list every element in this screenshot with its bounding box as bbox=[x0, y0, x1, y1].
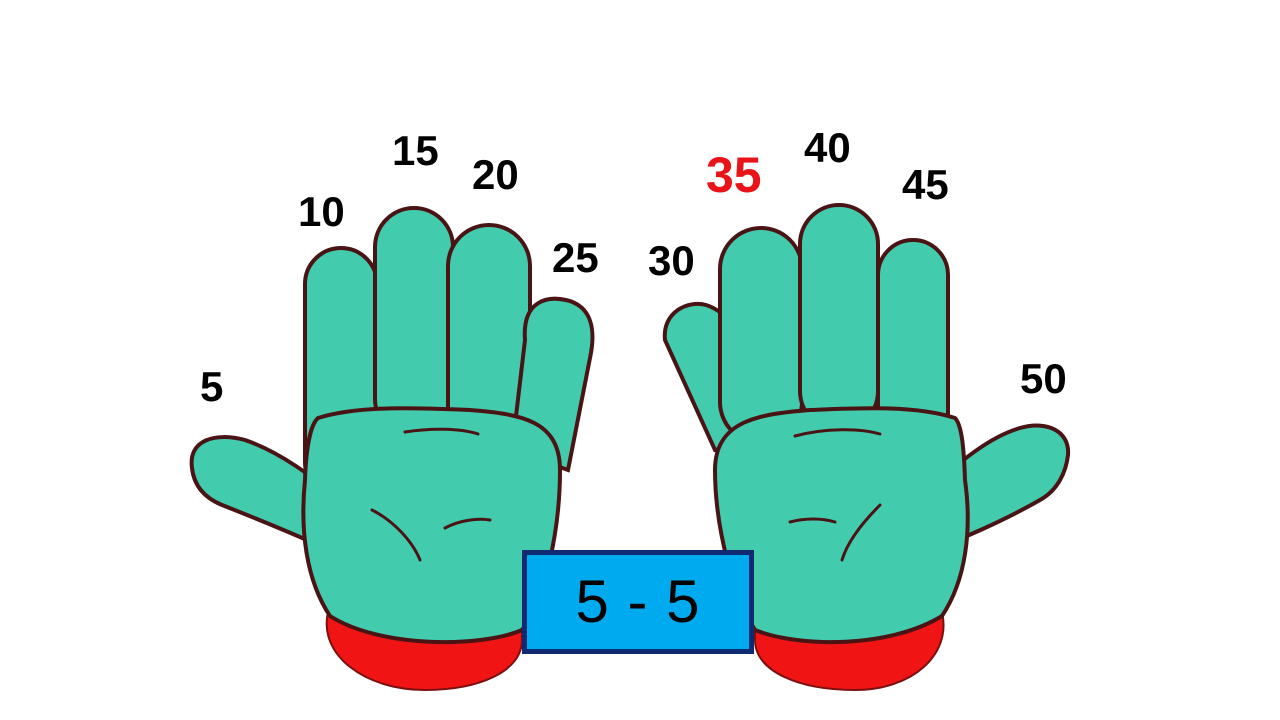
finger-label-25: 25 bbox=[552, 234, 599, 281]
counter-box: 5 - 5 bbox=[522, 550, 754, 654]
finger-label-15: 15 bbox=[392, 127, 439, 174]
left-finger-middle bbox=[373, 206, 455, 440]
finger-label-40: 40 bbox=[804, 124, 851, 171]
left-palm-crease-2 bbox=[370, 508, 422, 562]
left-palm-crease-3 bbox=[443, 517, 492, 530]
right-palm-crease-3 bbox=[788, 517, 837, 524]
finger-label-50: 50 bbox=[1020, 355, 1067, 402]
left-glove bbox=[189, 206, 595, 692]
right-finger-middle bbox=[798, 203, 880, 432]
finger-label-45: 45 bbox=[902, 161, 949, 208]
counter-text: 5 - 5 bbox=[575, 568, 701, 635]
right-palm-crease-2 bbox=[840, 503, 882, 562]
finger-label-30: 30 bbox=[648, 237, 695, 284]
finger-label-5: 5 bbox=[200, 363, 224, 410]
left-palm-crease bbox=[403, 427, 480, 436]
right-glove bbox=[662, 203, 1071, 692]
finger-label-20: 20 bbox=[472, 151, 519, 198]
finger-label-10: 10 bbox=[298, 188, 345, 235]
finger-label-35-highlighted: 35 bbox=[706, 147, 762, 203]
right-palm-crease bbox=[793, 428, 882, 438]
right-palm bbox=[712, 406, 970, 645]
